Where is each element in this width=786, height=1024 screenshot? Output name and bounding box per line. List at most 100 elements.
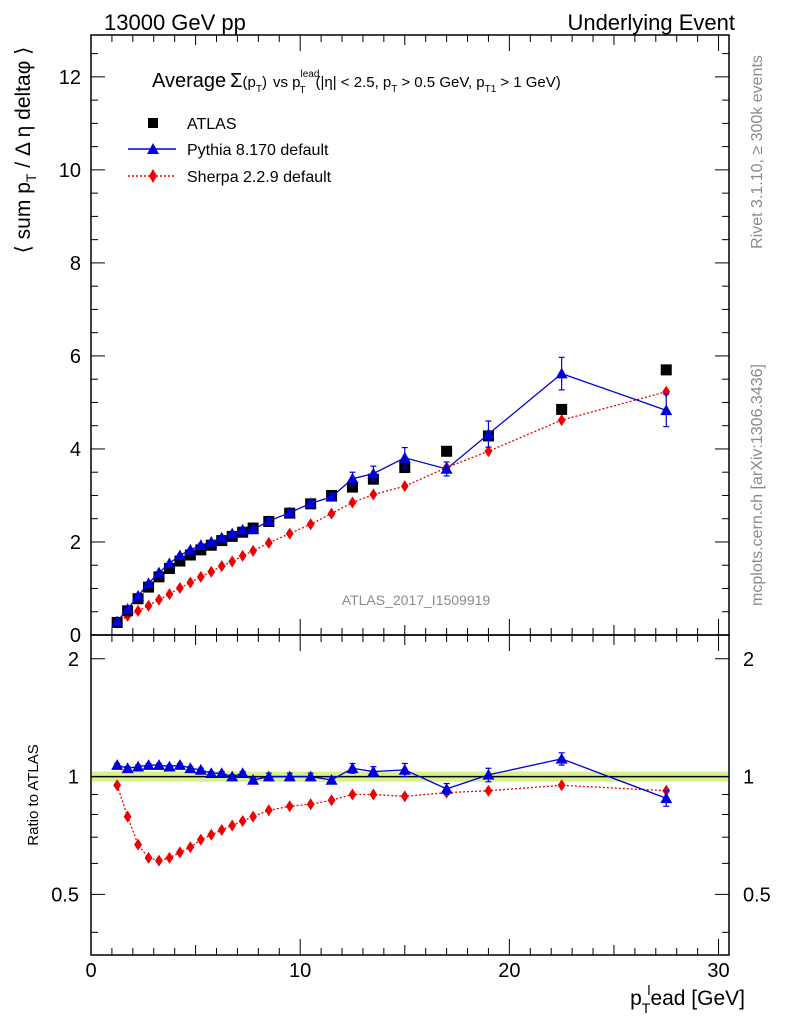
legend-pythia-label: Pythia 8.170 default xyxy=(187,142,329,159)
main-sherpa-point xyxy=(348,496,357,509)
title-cuts-sub1: T xyxy=(391,84,397,95)
ratio-sherpa-point xyxy=(113,779,122,792)
ratio-sherpa-point xyxy=(228,819,237,832)
main-sherpa-point xyxy=(306,518,315,531)
x-tick-label: 20 xyxy=(498,960,520,982)
ratio-sherpa-point xyxy=(176,846,184,859)
ratio-pythia-point xyxy=(194,763,207,775)
main-pythia-point xyxy=(215,531,228,543)
ratio-y-tick-label: 0.5 xyxy=(51,884,79,906)
y-label-part-a: ⟨ sum p xyxy=(12,182,35,253)
ratio-pythia-point xyxy=(111,759,124,770)
x-tick-label: 0 xyxy=(85,960,96,982)
title-cuts-c: > 1 GeV) xyxy=(500,74,560,91)
title-pt-open: (p xyxy=(243,74,256,91)
main-sherpa-point xyxy=(196,570,205,583)
ratio-pythia-point xyxy=(215,767,228,779)
ratio-sherpa-point xyxy=(144,851,153,864)
main-pythia-point xyxy=(283,506,296,518)
ratio-y-tick-label-right: 2 xyxy=(743,649,754,671)
ratio-plot-frame xyxy=(90,634,730,956)
main-pythia-point xyxy=(247,523,260,535)
main-sherpa-point xyxy=(217,560,226,573)
ratio-sherpa-point xyxy=(238,814,247,827)
main-sherpa-point xyxy=(228,555,237,568)
ratio-pythia-point xyxy=(367,765,380,777)
ratio-pythia-point xyxy=(555,752,568,764)
main-sherpa-point xyxy=(134,604,142,617)
ratio-sherpa-point xyxy=(369,788,378,801)
legend-pythia-marker xyxy=(147,143,159,154)
ratio-y-axis-label: Ratio to ATLAS xyxy=(25,744,42,845)
ratio-pythia-point xyxy=(440,782,453,794)
ratio-pythia-point xyxy=(184,762,197,774)
ratio-pythia-point xyxy=(163,760,176,772)
main-y-tick-label: 2 xyxy=(70,532,81,554)
main-y-tick-label: 10 xyxy=(59,160,81,182)
main-atlas-point xyxy=(346,481,358,493)
title-pt-sub: T xyxy=(256,84,262,95)
ratio-sherpa-point xyxy=(327,794,336,807)
header-analysis-label: Underlying Event xyxy=(567,10,735,35)
ratio-y-tick-label: 1 xyxy=(68,767,79,789)
main-y-tick-label: 0 xyxy=(70,625,81,647)
main-plot-title: Average Σ(pT) vs plead T (|η| < 2.5, pT > 0.5… xyxy=(152,69,561,96)
legend-atlas-label: ATLAS xyxy=(187,116,237,133)
main-sherpa-point xyxy=(484,445,493,458)
main-pythia-point xyxy=(205,535,218,547)
mcplots-source-label: mcplots.cern.ch [arXiv:1306.3436] xyxy=(749,364,766,606)
main-y-tick-label: 6 xyxy=(70,346,81,368)
main-sherpa-point xyxy=(557,414,566,427)
ratio-pythia-point xyxy=(142,759,155,770)
ratio-pythia-point xyxy=(152,759,165,770)
ratio-y-tick-label-right: 0.5 xyxy=(743,884,771,906)
ratio-pythia-point xyxy=(205,767,218,779)
x-label-p: p xyxy=(630,987,642,1010)
y-label-sub: T xyxy=(23,173,39,182)
main-atlas-point xyxy=(660,364,672,376)
ratio-y-tick-label: 2 xyxy=(68,649,79,671)
ratio-sherpa-point xyxy=(155,854,163,867)
main-axis-ticks: 0 2 4 6 8 10 12 xyxy=(59,35,729,647)
main-atlas-point xyxy=(174,555,186,567)
ratio-sherpa-point xyxy=(306,798,315,811)
main-sherpa-point xyxy=(155,593,163,606)
main-pythia-point xyxy=(555,367,568,379)
main-sherpa-point xyxy=(207,565,216,578)
title-pt-close: ) xyxy=(262,74,267,91)
ratio-pythia-point xyxy=(247,773,260,785)
main-pythia-point xyxy=(440,462,453,474)
main-sherpa-point xyxy=(186,576,195,589)
ratio-sherpa-point xyxy=(557,779,566,792)
ratio-pythia-point xyxy=(482,768,495,780)
ratio-pythia-point xyxy=(283,770,296,782)
legend: ATLAS Pythia 8.170 default Sherpa 2.2.9 … xyxy=(128,116,332,186)
ratio-pythia-point xyxy=(236,767,249,779)
ratio-sherpa-point xyxy=(196,833,205,846)
legend-atlas-marker xyxy=(148,118,158,128)
x-label-sup: l xyxy=(647,982,650,998)
main-sherpa-point xyxy=(176,582,184,595)
main-pythia-point xyxy=(173,549,186,561)
ratio-sherpa-point xyxy=(285,800,294,813)
main-sherpa-point xyxy=(369,488,378,501)
main-pythia-point xyxy=(121,602,134,614)
main-pythia-line xyxy=(116,372,667,622)
ratio-y-tick-label-right: 1 xyxy=(743,767,754,789)
ratio-sherpa-point xyxy=(217,824,226,837)
main-plot-data xyxy=(111,356,673,629)
ratio-pythia-point xyxy=(346,762,359,774)
ratio-pythia-point xyxy=(398,763,411,775)
header-energy-label: 13000 GeV pp xyxy=(104,10,246,35)
main-sherpa-point xyxy=(662,385,671,398)
main-sherpa-point xyxy=(327,507,336,520)
main-pythia-point xyxy=(398,451,411,463)
legend-sherpa-label: Sherpa 2.2.9 default xyxy=(187,169,332,186)
title-cuts-a: (|η| < 2.5, p xyxy=(316,74,392,91)
ratio-pythia-point xyxy=(262,770,275,782)
main-pythia-point xyxy=(142,577,155,589)
main-atlas-point xyxy=(184,549,196,561)
main-sherpa-point xyxy=(238,549,247,562)
title-cuts-sub2: T1 xyxy=(485,84,497,95)
main-atlas-point xyxy=(556,403,568,415)
